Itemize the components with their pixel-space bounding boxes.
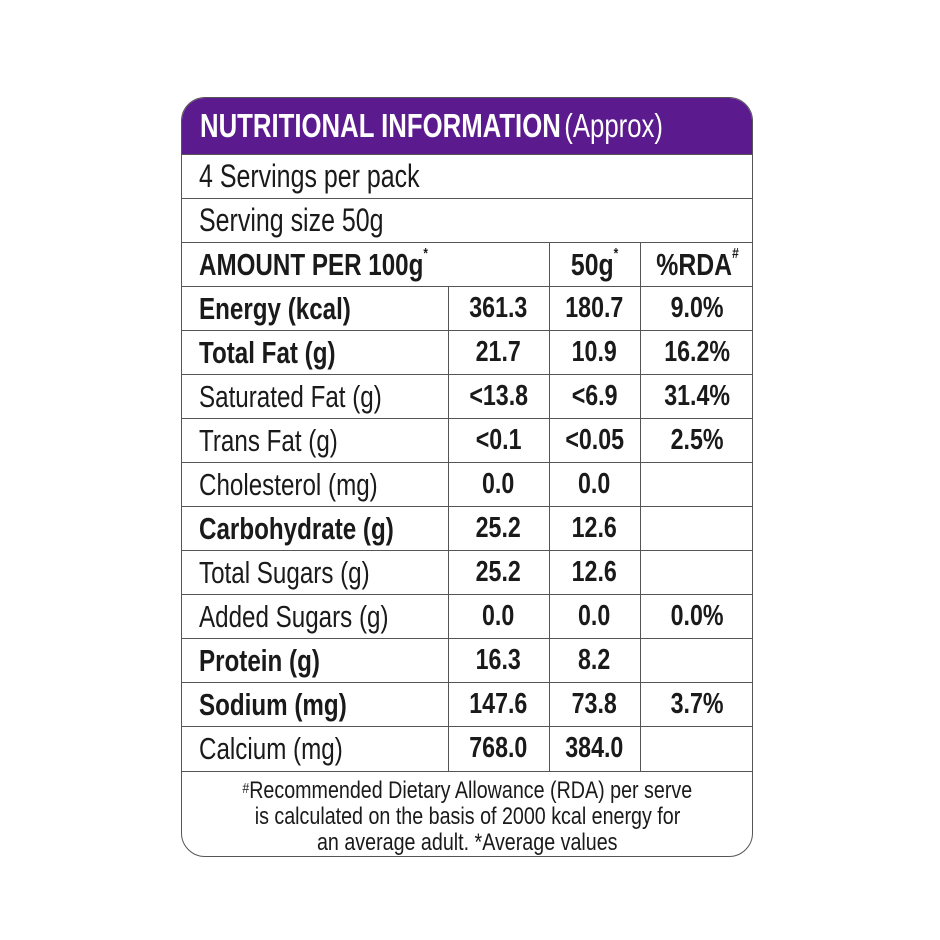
table-row: Cholesterol (mg) 0.0 0.0 xyxy=(182,462,752,507)
value-per-50g: 8.2 xyxy=(548,638,641,683)
table-row: Total Sugars (g) 25.2 12.6 xyxy=(182,550,752,595)
value-rda: 31.4% xyxy=(639,374,752,419)
value-per-100g: 361.3 xyxy=(447,286,550,331)
table-row: Saturated Fat (g) <13.8 <6.9 31.4% xyxy=(182,374,752,419)
label-title: NUTRITIONAL INFORMATION (Approx) xyxy=(182,98,752,154)
value-rda xyxy=(639,726,752,771)
value-per-100g: 768.0 xyxy=(447,726,550,771)
nutrient-name: Added Sugars (g) xyxy=(182,594,448,639)
value-rda: 9.0% xyxy=(639,286,752,331)
value-per-100g: 16.3 xyxy=(447,638,550,683)
value-rda: 0.0% xyxy=(639,594,752,639)
title-suffix: (Approx) xyxy=(564,107,663,144)
value-per-50g: 384.0 xyxy=(548,726,641,771)
value-per-50g: 0.0 xyxy=(548,462,641,507)
nutrition-table: AMOUNT PER 100g* 50g* %RDA# Energy (kcal… xyxy=(182,242,752,771)
table-row: Added Sugars (g) 0.0 0.0 0.0% xyxy=(182,594,752,639)
serving-size: Serving size 50g xyxy=(182,198,752,242)
title-main: NUTRITIONAL INFORMATION xyxy=(200,107,561,144)
table-row: Total Fat (g) 21.7 10.9 16.2% xyxy=(182,330,752,375)
value-per-50g: <6.9 xyxy=(548,374,641,419)
value-rda xyxy=(639,638,752,683)
value-per-100g: <13.8 xyxy=(447,374,550,419)
value-per-50g: 10.9 xyxy=(548,330,641,375)
header-per-serve: 50g* xyxy=(548,242,641,287)
table-row: Energy (kcal) 361.3 180.7 9.0% xyxy=(182,286,752,331)
table-row: Sodium (mg) 147.6 73.8 3.7% xyxy=(182,682,752,727)
value-rda xyxy=(639,550,752,595)
value-per-100g: 0.0 xyxy=(447,462,550,507)
nutrient-name: Trans Fat (g) xyxy=(182,418,448,463)
value-per-100g: 25.2 xyxy=(447,550,550,595)
footnote: #Recommended Dietary Allowance (RDA) per… xyxy=(182,770,752,857)
nutrient-name: Calcium (mg) xyxy=(182,726,448,771)
table-row: Calcium (mg) 768.0 384.0 xyxy=(182,726,752,771)
servings-per-pack: 4 Servings per pack xyxy=(182,154,752,198)
value-per-100g: 0.0 xyxy=(447,594,550,639)
table-row: Trans Fat (g) <0.1 <0.05 2.5% xyxy=(182,418,752,463)
header-amount: AMOUNT PER 100g* xyxy=(182,242,550,287)
nutrient-name: Cholesterol (mg) xyxy=(182,462,448,507)
value-per-50g: 180.7 xyxy=(548,286,641,331)
nutrient-name: Total Sugars (g) xyxy=(182,550,448,595)
value-per-50g: 0.0 xyxy=(548,594,641,639)
header-rda: %RDA# xyxy=(639,242,752,287)
nutrient-name: Saturated Fat (g) xyxy=(182,374,448,419)
value-per-50g: 12.6 xyxy=(548,550,641,595)
table-row: Protein (g) 16.3 8.2 xyxy=(182,638,752,683)
nutrient-name: Total Fat (g) xyxy=(182,330,448,375)
value-rda xyxy=(639,462,752,507)
value-per-50g: 73.8 xyxy=(548,682,641,727)
nutrient-name: Carbohydrate (g) xyxy=(182,506,448,551)
value-rda: 16.2% xyxy=(639,330,752,375)
value-per-100g: <0.1 xyxy=(447,418,550,463)
value-per-100g: 21.7 xyxy=(447,330,550,375)
value-rda: 2.5% xyxy=(639,418,752,463)
value-per-100g: 147.6 xyxy=(447,682,550,727)
value-per-100g: 25.2 xyxy=(447,506,550,551)
nutrient-name: Protein (g) xyxy=(182,638,448,683)
value-per-50g: <0.05 xyxy=(548,418,641,463)
table-header-row: AMOUNT PER 100g* 50g* %RDA# xyxy=(182,242,752,287)
table-row: Carbohydrate (g) 25.2 12.6 xyxy=(182,506,752,551)
value-rda: 3.7% xyxy=(639,682,752,727)
nutrition-label: NUTRITIONAL INFORMATION (Approx) 4 Servi… xyxy=(181,97,753,857)
value-rda xyxy=(639,506,752,551)
nutrient-name: Sodium (mg) xyxy=(182,682,448,727)
value-per-50g: 12.6 xyxy=(548,506,641,551)
nutrient-name: Energy (kcal) xyxy=(182,286,448,331)
